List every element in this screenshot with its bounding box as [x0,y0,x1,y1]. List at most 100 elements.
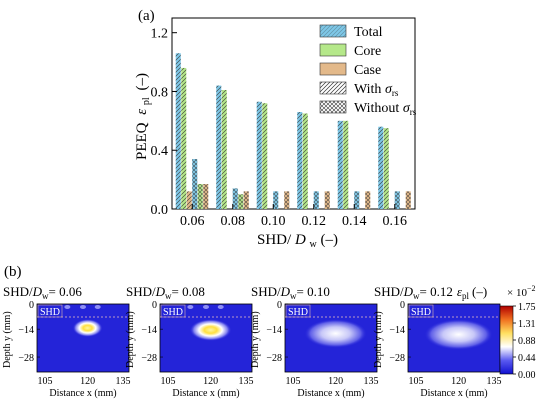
shd-label: SHD [411,307,431,318]
shd-box [37,304,63,318]
legend-label-with: With σrs [354,82,399,98]
heatmap-y-tick-label: −28 [389,353,405,364]
legend-entry-without-stress: Without σrs [319,100,417,117]
y-tick-label: 0.0 [151,203,169,218]
legend-entry-core: Core [319,43,381,59]
heatmap-y-tick-label: 0 [152,300,157,311]
bar-hatch-total-with [216,85,222,209]
legend-label-core: Core [354,44,381,59]
heatmap-surface-blip [203,305,209,309]
heatmap-surface-blip [217,305,224,309]
heatmap-x-tick-label: 120 [203,376,218,387]
legend-swatch-case [319,62,347,76]
bar-hatch-core-with [302,113,308,209]
bar-hatch-total-with [175,53,181,210]
colorbar-tick-label: 0.88 [518,336,536,347]
heatmap-y-tick-label: 0 [29,300,34,311]
bar-hatch-total-without [394,191,400,209]
plot-frame [171,17,416,210]
heatmap-y-tick-label: −28 [266,353,282,364]
heatmap-x-axis-label: Distance x (mm) [420,388,487,399]
panel-a-label: (a) [138,8,155,24]
bar-hatch-total-without [273,191,279,209]
colorbar-scale-factor: × 10−2 [507,284,535,299]
heatmap-hotspot [72,319,103,337]
heatmap-x-tick-label: 105 [161,376,176,387]
heatmap-x-tick-label: 135 [487,376,502,387]
heatmap-x-tick-label: 135 [364,376,379,387]
heatmap-frame [284,303,378,373]
shd-label: SHD [288,307,308,318]
bar-hatch-core-without [197,184,203,209]
bar-hatch-total-without [232,188,238,209]
bar-hatch-total-with [337,120,343,209]
legend-entry-with-stress: With σrs [319,81,399,98]
x-tick-label: 0.10 [261,214,286,229]
heatmap-panel: SHD/Dw= 0.08 SHD 0 −14 −28 105 120 135 Depth y (… [125,284,254,399]
heatmap-field [37,304,129,372]
y-axis-ticks: 0.0 0.4 0.8 1.2 [151,27,177,218]
x-tick-label: 0.12 [302,214,327,229]
bar-hatch-case-with [186,191,192,209]
heatmap-y-axis-label: Depth y (mm) [250,311,261,368]
legend-label-without: Without σrs [354,101,417,117]
y-tick-label: 1.2 [151,27,169,42]
heatmap-hotspot [424,319,494,350]
heatmap-frame [36,303,130,373]
colorbar-tick-label: 1.31 [518,319,536,330]
heatmap-y-tick-label: −28 [141,353,157,364]
heatmap-surface-blip [64,305,71,309]
bar-hatch-case-without [405,191,411,209]
bar-hatch-case-without [284,191,290,209]
legend: Total Core Case With σrs Without σrs [319,24,417,117]
heatmap-panel: SHD/Dw= 0.10 SHD 0 −14 −28 105 120 135 Depth y (… [250,284,379,399]
bar-hatch-total-without [354,191,360,209]
shd-label: SHD [40,307,60,318]
heatmap-x-tick-label: 120 [451,376,466,387]
heatmap-surface-blip [187,305,194,309]
y-axis-label: PEEQ ε pl (–) [134,73,153,160]
legend-swatch-with [319,81,347,95]
heatmap-hotspot [304,319,368,348]
bar-hatch-case-without [243,191,249,209]
bar-hatch-core-with [181,67,187,209]
heatmap-title: SHD/Dw= 0.10 [251,284,330,301]
x-tick-label: 0.06 [180,214,205,229]
x-axis-label: SHD/ D w (–) [257,232,338,251]
x-tick-label: 0.14 [342,214,367,229]
colorbar-tick-label: 1.75 [518,302,536,313]
bar-hatch-total-without [192,159,198,209]
x-axis-ticks: 0.06 0.08 0.10 0.12 0.14 0.16 [180,204,407,229]
bar-hatch-total-without [313,191,319,209]
colorbar-tick-label: 0.44 [518,353,536,364]
colorbar-tick-label: 0.00 [518,370,536,381]
bar-hatch-total-with [297,112,303,209]
colorbar-ticks: 1.75 1.31 0.88 0.44 0.00 [513,302,536,381]
bar-hatch-core-with [221,89,227,209]
heatmap-x-tick-label: 120 [328,376,343,387]
legend-swatch-without [319,100,347,114]
heatmap-panels: SHD/Dw= 0.06 SHD 0 −14 −28 105 120 135 Depth y (… [2,284,502,399]
heatmap-surface-blip [80,305,86,309]
bar-hatch-case-without [324,191,330,209]
heatmap-y-tick-label: −14 [18,325,34,336]
bar-hatch-core-without [238,194,244,209]
legend-label-total: Total [354,25,383,40]
heatmap-x-tick-label: 120 [80,376,95,387]
heatmap-title: SHD/Dw= 0.08 [126,284,205,301]
shd-label: SHD [163,307,183,318]
bar-chart: 0.0 0.4 0.8 1.2 0.06 0.08 0.10 0.12 0.14 0.16 PE… [134,17,417,251]
bar-hatch-core-with [383,128,389,209]
heatmap-x-axis-label: Distance x (mm) [297,388,364,399]
legend-swatch-core [319,43,347,57]
heatmap-hotspot [189,319,232,341]
bar-hatch-case-without [203,184,209,209]
colorbar-gradient [499,305,514,375]
heatmap-surface-blip [94,305,101,309]
heatmap-x-tick-label: 105 [38,376,53,387]
heatmap-frame [159,303,253,373]
heatmap-y-tick-label: 0 [277,300,282,311]
heatmap-y-axis-label: Depth y (mm) [2,311,13,368]
heatmap-y-tick-label: 0 [400,300,405,311]
heatmap-x-axis-label: Distance x (mm) [172,388,239,399]
